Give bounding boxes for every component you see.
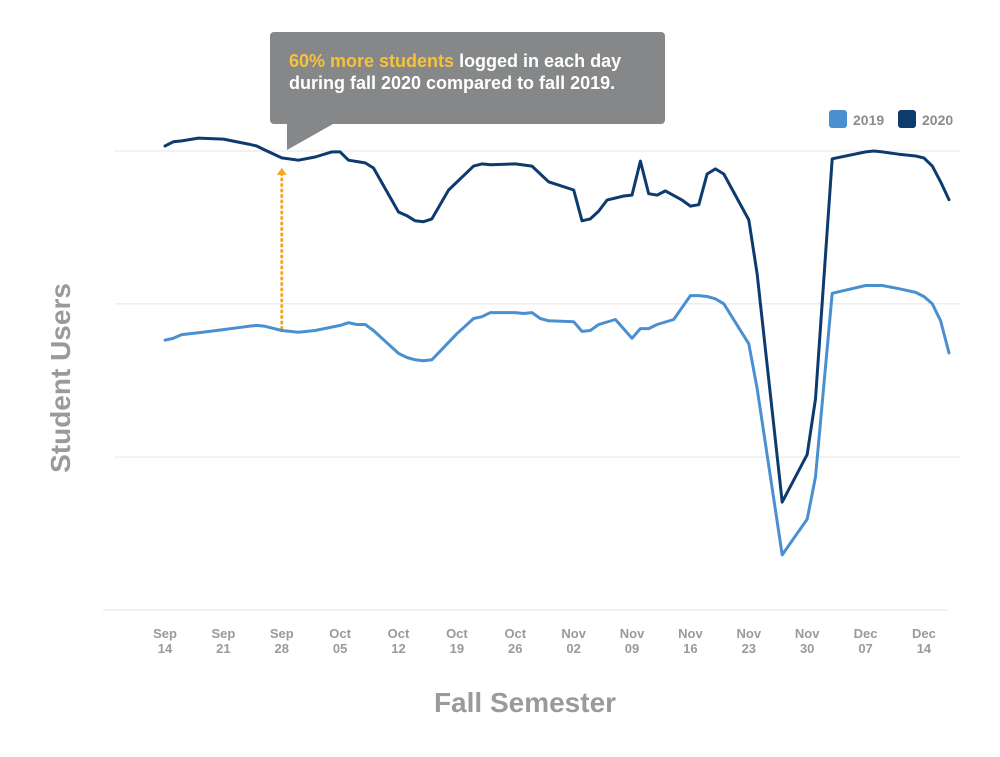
series-lines: [163, 136, 951, 557]
x-tick-label: Sep 21: [211, 626, 235, 656]
callout-text: 60% more students logged in each day dur…: [289, 50, 659, 94]
x-tick-label: Sep 14: [153, 626, 177, 656]
x-tick-label: Dec 07: [854, 626, 878, 656]
x-tick-label: Oct 05: [329, 626, 351, 656]
x-tick-label: Nov 30: [795, 626, 820, 656]
x-tick-label: Nov 23: [737, 626, 762, 656]
legend: 2019 2020: [829, 110, 953, 128]
comparison-arrow: [276, 167, 287, 330]
legend-swatch-2020: [898, 110, 916, 128]
x-tick-label: Sep 28: [270, 626, 294, 656]
x-tick-label: Nov 16: [678, 626, 703, 656]
legend-swatch-2019: [829, 110, 847, 128]
callout-pointer: [287, 124, 333, 150]
gridlines: [103, 150, 960, 611]
x-tick-label: Dec 14: [912, 626, 936, 656]
legend-label-2019: 2019: [853, 112, 884, 128]
x-tick-label: Oct 19: [446, 626, 468, 656]
arrow-head: [276, 167, 287, 175]
legend-label-2020: 2020: [922, 112, 953, 128]
callout-line1-rest: logged in each day: [454, 51, 622, 71]
series-line-2020: [163, 136, 951, 504]
callout-line2: during fall 2020 compared to fall 2019.: [289, 73, 616, 93]
x-tick-label: Oct 26: [504, 626, 526, 656]
series-line-2019: [163, 284, 951, 557]
callout-box: [270, 32, 665, 124]
x-axis-ticks: Sep 14 Sep 21 Sep 28 Oct 05 Oct 12 Oct 19 Oct 26 Nov 02…: [153, 626, 936, 656]
x-tick-label: Nov 09: [620, 626, 645, 656]
x-tick-label: Nov 02: [561, 626, 586, 656]
y-axis-title: Student Users: [45, 283, 76, 473]
x-axis-title: Fall Semester: [434, 687, 616, 718]
callout-highlight: 60% more students: [289, 51, 455, 71]
x-tick-label: Oct 12: [388, 626, 410, 656]
